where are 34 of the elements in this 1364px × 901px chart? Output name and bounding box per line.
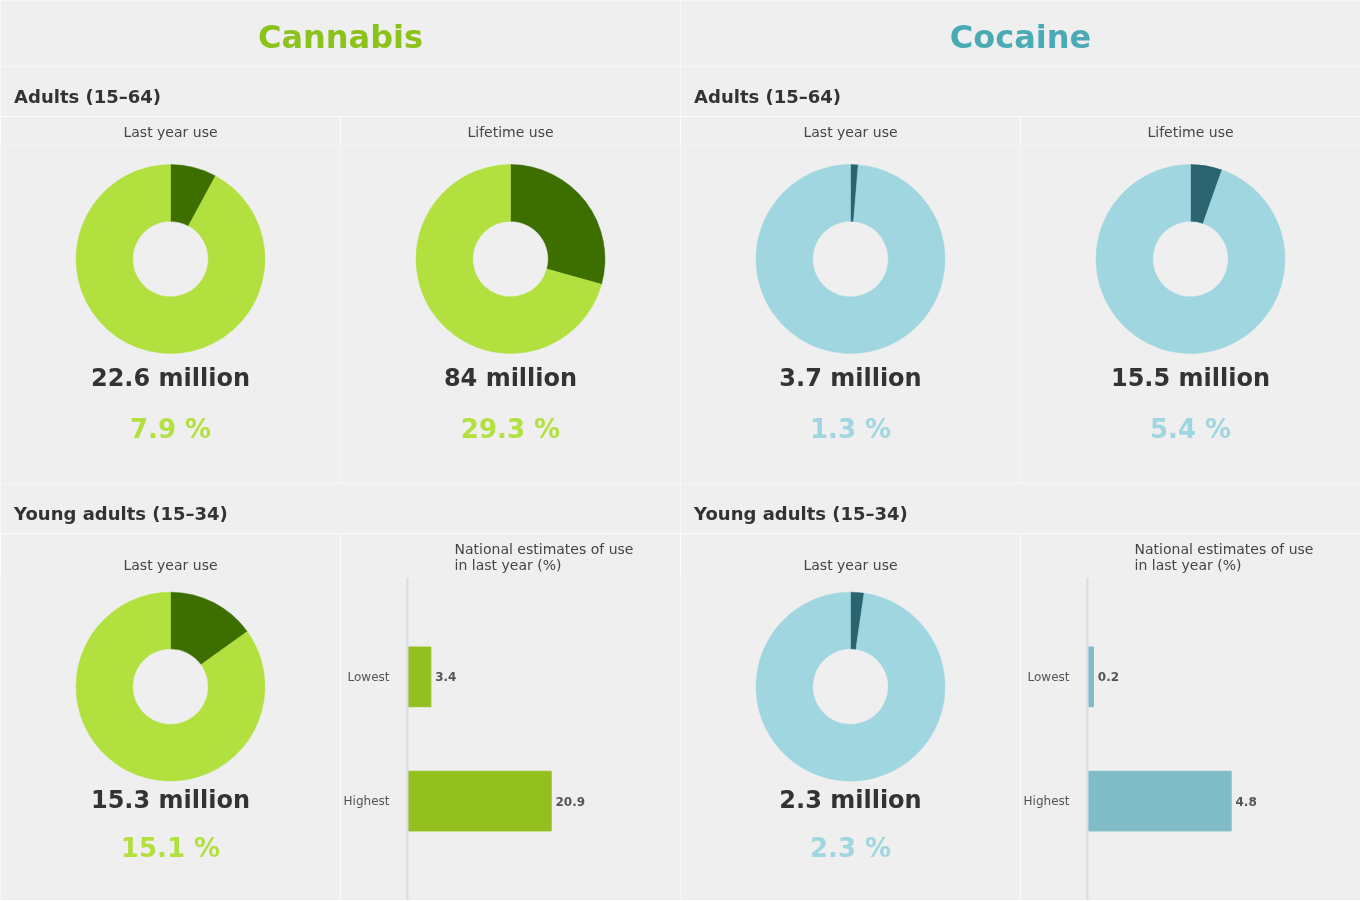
text: 5.4 % xyxy=(1149,413,1232,444)
y-tick-label: Highest xyxy=(1023,794,1070,809)
text: 22.6 million xyxy=(90,364,251,393)
text: 2.3 million xyxy=(779,786,922,815)
text: 1.3 % xyxy=(809,413,892,444)
text: 84 million xyxy=(443,364,578,393)
text: Cannabis xyxy=(257,17,424,56)
text: 2.3 % xyxy=(809,833,892,864)
text: 15.5 million xyxy=(1110,364,1271,393)
text: 15.1 % xyxy=(120,833,221,864)
chart-title: Lifetime use xyxy=(1147,123,1234,140)
data-label: 0.2 xyxy=(1097,670,1120,685)
chart-title: Last year use xyxy=(803,123,898,140)
data-label: 4.8 xyxy=(1235,794,1257,809)
text: Adults (15–64) xyxy=(694,86,842,107)
chart-title: Lifetime use xyxy=(467,123,554,140)
text: Young adults (15–34) xyxy=(693,503,908,524)
data-label: 3.4 xyxy=(435,670,457,685)
text: 29.3 % xyxy=(460,413,561,444)
chart-title: National estimates of use in last year (%) xyxy=(454,540,634,573)
text: 7.9 % xyxy=(129,413,212,444)
y-tick-label: Highest xyxy=(343,794,390,809)
chart-title: Last year use xyxy=(123,556,218,573)
chart-title: National estimates of use in last year (%) xyxy=(1134,540,1314,573)
text: Adults (15–64) xyxy=(14,86,162,107)
text: Young adults (15–34) xyxy=(13,503,228,524)
text: 3.7 million xyxy=(779,364,922,393)
text: 15.3 million xyxy=(90,786,251,815)
y-tick-label: Lowest xyxy=(1027,669,1070,684)
chart-title: Last year use xyxy=(123,123,218,140)
data-label: 20.9 xyxy=(555,794,586,809)
text: Cocaine xyxy=(949,17,1092,56)
chart-title: Last year use xyxy=(803,556,898,573)
y-tick-label: Lowest xyxy=(347,669,390,684)
